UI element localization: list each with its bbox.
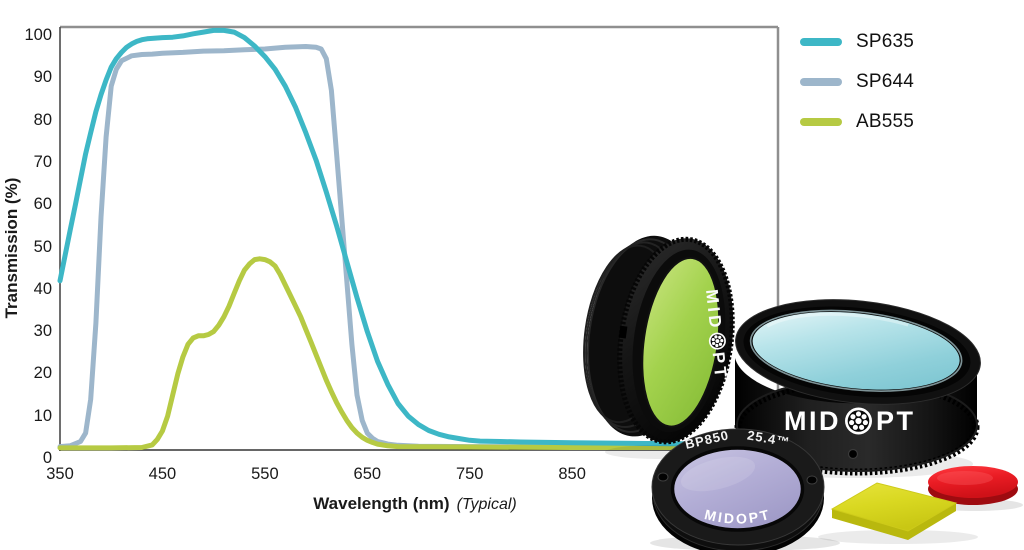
glass-highlight bbox=[937, 471, 993, 485]
y-tick-label-10: 10 bbox=[33, 406, 52, 425]
mount-notch bbox=[618, 325, 628, 339]
x-tick-label-550: 550 bbox=[251, 465, 279, 483]
series-curve-sp635 bbox=[57, 27, 770, 447]
y-tick-label-70: 70 bbox=[33, 152, 52, 171]
ring-size-label: 25.4™ bbox=[746, 427, 791, 449]
x-axis-title: Wavelength (nm) (Typical) bbox=[185, 494, 645, 518]
legend-label-sp644: SP644 bbox=[856, 71, 915, 92]
y-tick-label-90: 90 bbox=[33, 68, 52, 87]
legend-swatch-ab555 bbox=[800, 118, 842, 126]
glass-highlight bbox=[766, 312, 909, 328]
x-tick-label-650: 650 bbox=[353, 465, 382, 483]
brand-text-left: MID bbox=[702, 288, 725, 331]
screw-hole bbox=[806, 475, 818, 485]
y-tick-label-100: 100 bbox=[24, 26, 52, 44]
x-axis-title-note: (Typical) bbox=[456, 496, 517, 513]
glass-sheen bbox=[680, 456, 756, 492]
filter-glass-yellow-square bbox=[830, 482, 958, 540]
y-tick-label-60: 60 bbox=[33, 195, 52, 214]
filter-green-tilted: MID PT bbox=[583, 235, 735, 445]
x-tick-label-350: 350 bbox=[46, 465, 74, 483]
brand-text-right: PT bbox=[709, 351, 731, 382]
brand-text-right: PT bbox=[876, 406, 916, 436]
y-tick-label-20: 20 bbox=[33, 364, 52, 383]
x-tick-label-450: 450 bbox=[148, 465, 177, 483]
legend-swatch-sp635 bbox=[800, 38, 842, 46]
screw-hole bbox=[657, 472, 669, 482]
brand-large-filter: MID PT bbox=[784, 406, 916, 436]
x-tick-label-750: 750 bbox=[455, 465, 484, 483]
x-tick-label-850: 850 bbox=[558, 465, 586, 483]
brand-logo-o-icon bbox=[845, 407, 872, 435]
y-tick-label-0: 0 bbox=[42, 449, 52, 467]
series-curve-ab555 bbox=[57, 256, 770, 451]
y-tick-label-50: 50 bbox=[33, 237, 52, 256]
brand-green-filter: MID PT bbox=[702, 288, 730, 381]
legend-item-sp635: SP635 bbox=[800, 22, 914, 62]
y-tick-label-40: 40 bbox=[33, 279, 52, 298]
curves-group bbox=[57, 27, 770, 451]
legend-item-ab555: AB555 bbox=[800, 102, 914, 142]
filter-large-cyan: MID PT bbox=[734, 299, 981, 476]
legend-label-ab555: AB555 bbox=[856, 111, 915, 132]
x-axis-title-text: Wavelength (nm) bbox=[313, 494, 450, 513]
chart-legend: SP635 SP644 AB555 bbox=[800, 22, 914, 142]
brand-text-left: MID bbox=[784, 406, 841, 436]
filter-small-lavender: BP850 25.4™ MIDOPT bbox=[651, 427, 825, 550]
ring-brand-label: MIDOPT bbox=[703, 506, 773, 527]
filter-glass-red-disc bbox=[928, 466, 1018, 505]
screw-hole bbox=[847, 448, 859, 460]
legend-item-sp644: SP644 bbox=[800, 62, 914, 102]
y-tick-label-30: 30 bbox=[33, 322, 52, 341]
knurl-edge bbox=[617, 236, 735, 445]
legend-label-sp635: SP635 bbox=[856, 31, 915, 52]
y-tick-label-80: 80 bbox=[33, 110, 52, 129]
legend-swatch-sp644 bbox=[800, 78, 842, 86]
